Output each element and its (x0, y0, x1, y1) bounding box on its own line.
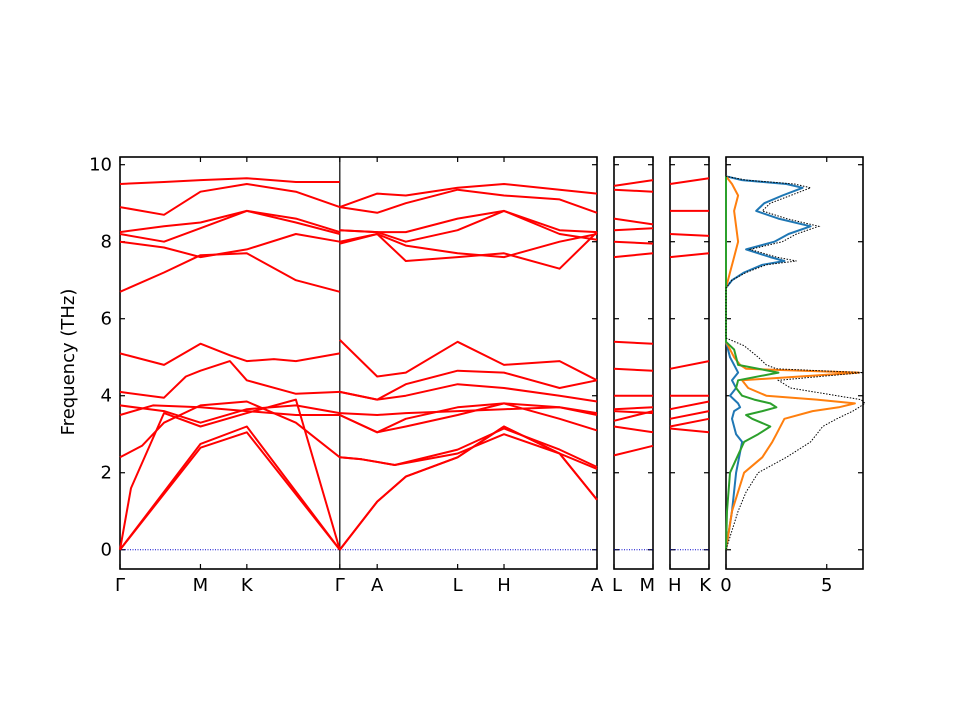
plot-frame (119, 156, 598, 570)
y-tick-label: 10 (89, 155, 112, 176)
k-point-label: M (193, 575, 209, 596)
k-point-label: K (241, 575, 254, 596)
phonon-band (119, 209, 341, 234)
phonon-band (119, 342, 340, 366)
phonon-band (669, 252, 710, 259)
phonon-band (613, 179, 654, 187)
phonon-band (339, 427, 598, 468)
phonon-band (339, 209, 598, 234)
phonon-band (119, 209, 341, 243)
partial-dos-curve (725, 175, 860, 550)
phonon-band (613, 406, 654, 411)
y-tick-label: 8 (101, 232, 112, 253)
panel-main: 0 2 4 6 8 10 Γ M K Γ A L H A (89, 155, 604, 596)
k-point-label: K (699, 575, 712, 596)
k-point-label: H (668, 575, 682, 596)
plot-frame (613, 156, 654, 570)
phonon-band (669, 410, 710, 420)
phonon-band (613, 252, 654, 259)
phonon-band (613, 340, 654, 345)
k-point-label: A (371, 575, 384, 596)
y-tick-label: 4 (101, 386, 112, 407)
y-axis-label: Frequency (THz) (58, 289, 79, 436)
y-tick-label: 6 (101, 309, 112, 330)
phonon-band (119, 431, 341, 551)
phonon-band (339, 369, 598, 401)
phonon-band (119, 360, 340, 399)
phonon-band (613, 188, 654, 193)
k-point-label: A (591, 575, 604, 596)
phonon-band (669, 417, 710, 428)
phonon-band (119, 233, 340, 259)
phonon-band (339, 339, 598, 382)
phonon-band (119, 400, 341, 459)
k-point-label: H (497, 575, 511, 596)
k-point-label: M (639, 575, 655, 596)
phonon-band (613, 410, 654, 415)
phonon-band (669, 360, 710, 370)
phonon-band (669, 233, 710, 237)
phonon-band (613, 425, 654, 434)
phonon-band (613, 217, 654, 226)
phonon-band (119, 177, 340, 185)
y-tick-label: 0 (101, 540, 112, 561)
phonon-band (339, 183, 598, 209)
phonon-band (339, 406, 598, 416)
phonon-band (613, 367, 654, 372)
y-tick-label: 2 (101, 463, 112, 484)
k-point-label: Γ (115, 575, 125, 596)
phonon-band (119, 183, 341, 216)
phonon-band (119, 398, 341, 550)
phonon-band (339, 433, 598, 470)
phonon-band (119, 425, 341, 551)
dos-tick-label: 0 (720, 575, 731, 596)
partial-dos-curve (725, 176, 780, 550)
total-dos-curve (725, 175, 866, 550)
k-point-label: L (612, 575, 622, 596)
phonon-band (339, 233, 598, 259)
phonon-band (339, 188, 598, 214)
plot-frame (725, 156, 864, 570)
phonon-band (613, 444, 654, 457)
k-point-label: L (453, 575, 463, 596)
phonon-band (339, 209, 598, 243)
phonon-band (669, 177, 710, 185)
plot-frame (669, 156, 710, 570)
phonon-band (669, 400, 710, 411)
phonon-band (669, 427, 710, 434)
phonon-band (119, 404, 340, 416)
phonon-band (119, 404, 340, 424)
phonon-band (339, 231, 598, 270)
phonon-band (613, 227, 654, 232)
phonon-band (613, 240, 654, 245)
k-point-label: Γ (335, 575, 345, 596)
dos-tick-label: 5 (821, 575, 832, 596)
phonon-band (119, 252, 341, 293)
